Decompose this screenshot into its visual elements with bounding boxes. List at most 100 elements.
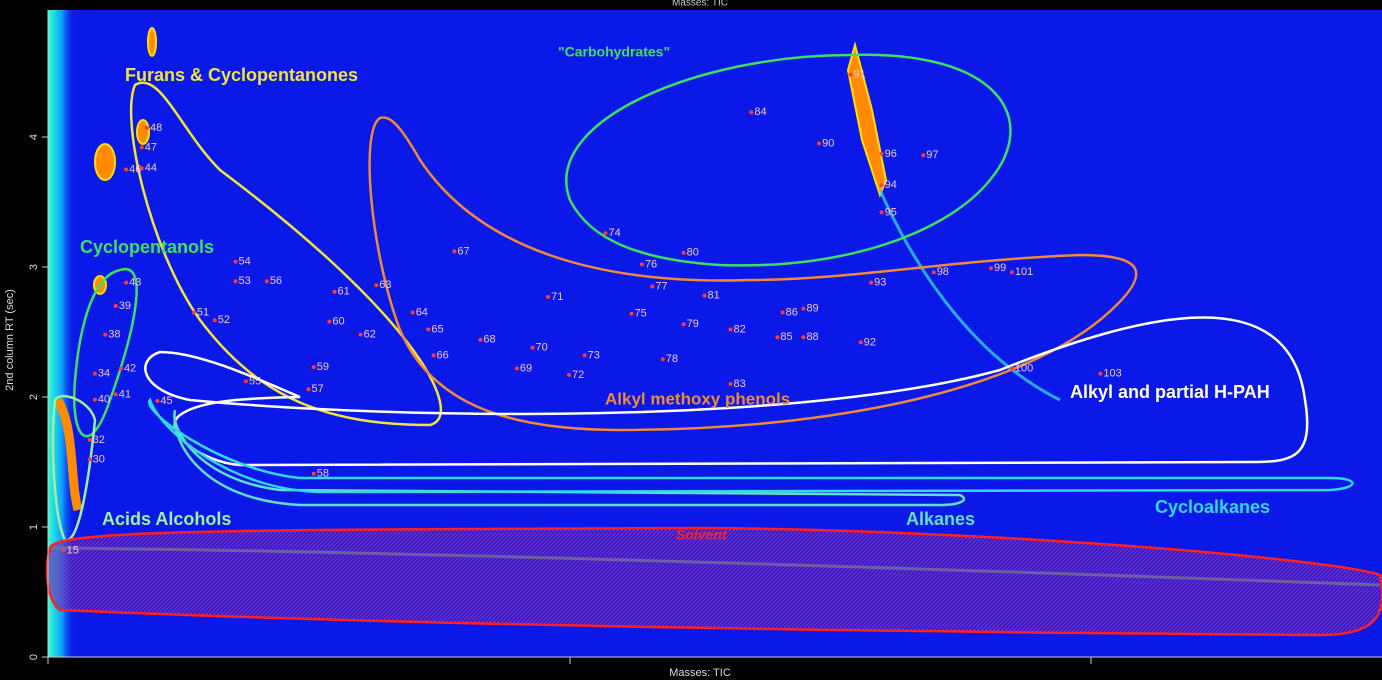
peak bbox=[62, 548, 66, 552]
y-tick-label: 2 bbox=[28, 394, 40, 400]
peak-label: 93 bbox=[874, 277, 886, 289]
peak-label: 43 bbox=[129, 277, 141, 289]
region-label: Acids Alcohols bbox=[102, 509, 231, 529]
peak-label: 48 bbox=[150, 122, 162, 134]
peak-label: 32 bbox=[93, 434, 105, 446]
peak bbox=[93, 398, 97, 402]
peak bbox=[93, 372, 97, 376]
y-tick-label: 3 bbox=[28, 264, 40, 270]
peak bbox=[265, 279, 269, 283]
peak-label: 86 bbox=[786, 306, 798, 318]
y-tick-label: 4 bbox=[28, 134, 40, 140]
peak-label: 79 bbox=[687, 318, 699, 330]
peak-label: 95 bbox=[885, 206, 897, 218]
peak-label: 46 bbox=[129, 163, 141, 175]
peak bbox=[848, 73, 852, 77]
peak bbox=[1098, 372, 1102, 376]
peak bbox=[327, 320, 331, 324]
peak-label: 40 bbox=[98, 394, 110, 406]
peak bbox=[640, 262, 644, 266]
peak-label: 51 bbox=[197, 306, 209, 318]
peak-label: 67 bbox=[457, 245, 469, 257]
peak bbox=[603, 231, 607, 235]
peak bbox=[682, 251, 686, 255]
peak-label: 82 bbox=[734, 323, 746, 335]
peak-label: 41 bbox=[119, 388, 131, 400]
peak-label: 98 bbox=[937, 266, 949, 278]
peak bbox=[801, 307, 805, 311]
peak bbox=[546, 295, 550, 299]
peak bbox=[661, 357, 665, 361]
peak-label: 89 bbox=[806, 303, 818, 315]
peak-label: 65 bbox=[431, 323, 443, 335]
peak-label: 88 bbox=[806, 331, 818, 343]
peak bbox=[880, 183, 884, 187]
peak bbox=[1010, 366, 1014, 370]
peak-label: 47 bbox=[145, 141, 157, 153]
peak bbox=[859, 340, 863, 344]
peak bbox=[749, 110, 753, 114]
peak bbox=[374, 283, 378, 287]
peak-label: 15 bbox=[67, 544, 79, 556]
peak-label: 64 bbox=[416, 306, 428, 318]
peak-label: 99 bbox=[994, 262, 1006, 274]
peak bbox=[213, 318, 217, 322]
peak bbox=[989, 266, 993, 270]
peak bbox=[114, 392, 118, 396]
peak bbox=[312, 472, 316, 476]
peak-label: 91 bbox=[853, 69, 865, 81]
peak bbox=[682, 322, 686, 326]
peak-label: 53 bbox=[239, 275, 251, 287]
peak bbox=[103, 333, 107, 337]
top-title: Masses: TIC bbox=[672, 0, 728, 9]
peak bbox=[411, 311, 415, 315]
peak-label: 66 bbox=[437, 349, 449, 361]
peak-label: 90 bbox=[822, 137, 834, 149]
peak bbox=[452, 249, 456, 253]
peak bbox=[124, 281, 128, 285]
peak-label: 38 bbox=[108, 329, 120, 341]
peak bbox=[817, 142, 821, 146]
peak-label: 61 bbox=[338, 286, 350, 298]
peak bbox=[880, 210, 884, 214]
peak-label: 85 bbox=[780, 331, 792, 343]
peak bbox=[478, 338, 482, 342]
peak-label: 55 bbox=[249, 375, 261, 387]
peak-label: 62 bbox=[364, 329, 376, 341]
peak bbox=[192, 311, 196, 315]
peak bbox=[333, 290, 337, 294]
peak bbox=[702, 294, 706, 298]
peak-label: 52 bbox=[218, 314, 230, 326]
peak-label: 100 bbox=[1015, 362, 1033, 374]
region-label: "Carbohydrates" bbox=[558, 44, 670, 60]
peak bbox=[531, 346, 535, 350]
peak bbox=[650, 285, 654, 289]
peak bbox=[1010, 270, 1014, 274]
peak-label: 69 bbox=[520, 362, 532, 374]
peak-label: 73 bbox=[588, 349, 600, 361]
region-label: Alkyl and partial H-PAH bbox=[1070, 382, 1270, 402]
peak bbox=[359, 333, 363, 337]
peak-label: 77 bbox=[655, 280, 667, 292]
peak-label: 97 bbox=[926, 149, 938, 161]
peak-label: 84 bbox=[754, 106, 766, 118]
peak bbox=[432, 353, 436, 357]
peak bbox=[124, 168, 128, 172]
peak-label: 103 bbox=[1103, 368, 1121, 380]
peak-label: 54 bbox=[239, 256, 251, 268]
peak bbox=[781, 311, 785, 315]
peak bbox=[630, 312, 634, 316]
peak-label: 39 bbox=[119, 300, 131, 312]
peak-label: 76 bbox=[645, 258, 657, 270]
y-axis-label: 2nd column RT (sec) bbox=[4, 289, 16, 391]
peak bbox=[729, 382, 733, 386]
peak-label: 70 bbox=[536, 342, 548, 354]
peak-label: 60 bbox=[332, 316, 344, 328]
peak bbox=[801, 335, 805, 339]
peak bbox=[880, 152, 884, 156]
peak-label: 81 bbox=[707, 290, 719, 302]
peak-label: 63 bbox=[379, 279, 391, 291]
peak bbox=[155, 399, 159, 403]
peak bbox=[88, 438, 92, 442]
peak bbox=[583, 353, 587, 357]
